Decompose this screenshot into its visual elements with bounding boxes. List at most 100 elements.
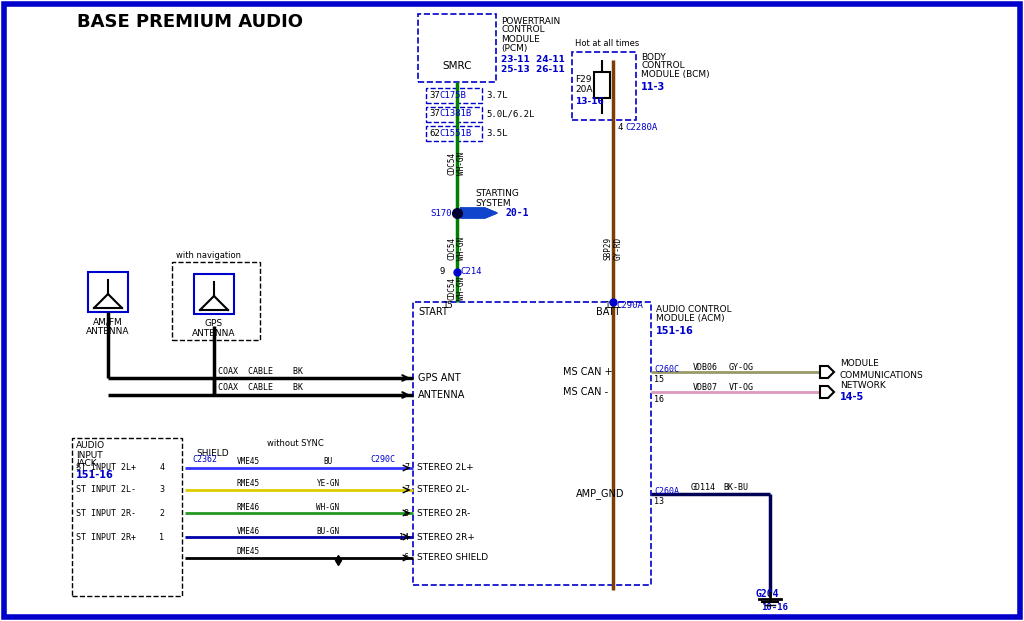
Text: STEREO SHIELD: STEREO SHIELD xyxy=(417,553,488,563)
Text: BU: BU xyxy=(324,458,333,466)
Bar xyxy=(194,274,234,314)
Text: SHIELD: SHIELD xyxy=(197,448,229,458)
Text: 3: 3 xyxy=(160,486,165,494)
Text: 9: 9 xyxy=(439,268,445,276)
Text: with navigation: with navigation xyxy=(176,250,241,260)
Text: C2362: C2362 xyxy=(193,455,217,465)
Text: 3.7L: 3.7L xyxy=(486,91,508,99)
Text: 151-16: 151-16 xyxy=(76,470,114,480)
Text: START: START xyxy=(418,307,447,317)
Text: COMMUNICATIONS: COMMUNICATIONS xyxy=(840,371,924,379)
Text: SBP29: SBP29 xyxy=(603,237,612,260)
Text: 15: 15 xyxy=(443,301,454,309)
Bar xyxy=(426,88,482,103)
Text: 20-1: 20-1 xyxy=(505,208,528,218)
Text: 3.5L: 3.5L xyxy=(486,129,508,137)
Text: DME45: DME45 xyxy=(237,548,259,556)
Text: SMRC: SMRC xyxy=(442,61,472,71)
Text: F29: F29 xyxy=(575,76,592,84)
Text: RME46: RME46 xyxy=(237,502,259,512)
Text: RME45: RME45 xyxy=(237,479,259,489)
Text: VT-OG: VT-OG xyxy=(729,383,754,391)
Bar xyxy=(572,52,636,120)
Text: 23-11  24-11: 23-11 24-11 xyxy=(501,55,565,63)
Text: CDC54: CDC54 xyxy=(447,276,457,299)
Bar xyxy=(426,126,482,141)
Text: C2280A: C2280A xyxy=(625,124,657,132)
Text: 5.0L/6.2L: 5.0L/6.2L xyxy=(486,109,535,119)
Text: AMP_GND: AMP_GND xyxy=(575,489,625,499)
Text: SYSTEM: SYSTEM xyxy=(475,199,511,207)
Text: VME46: VME46 xyxy=(237,527,259,535)
Text: C260A: C260A xyxy=(654,486,679,496)
Text: C214: C214 xyxy=(460,268,481,276)
Text: 14-5: 14-5 xyxy=(840,392,864,402)
Text: C175B: C175B xyxy=(439,91,466,99)
Text: WH-GN: WH-GN xyxy=(458,152,467,175)
Text: AUDIO: AUDIO xyxy=(76,442,105,450)
Text: S170: S170 xyxy=(430,209,452,217)
Text: MS CAN +: MS CAN + xyxy=(563,367,612,377)
Text: 2: 2 xyxy=(160,509,165,517)
Text: C290C: C290C xyxy=(370,455,395,465)
Text: ANTENNA: ANTENNA xyxy=(86,327,130,335)
Text: ST INPUT 2L+: ST INPUT 2L+ xyxy=(76,463,136,473)
Text: INPUT: INPUT xyxy=(76,450,102,460)
Text: 37: 37 xyxy=(429,109,439,119)
Text: MODULE: MODULE xyxy=(840,360,879,368)
Text: 37: 37 xyxy=(429,91,439,99)
Text: ANTENNA: ANTENNA xyxy=(193,329,236,337)
Text: 62: 62 xyxy=(429,129,439,137)
Text: WH-GN: WH-GN xyxy=(458,237,467,260)
Text: C1551B: C1551B xyxy=(439,129,471,137)
Text: G204: G204 xyxy=(755,589,778,599)
Text: 13: 13 xyxy=(654,497,664,505)
Text: 25-13  26-11: 25-13 26-11 xyxy=(501,65,565,75)
Text: ST INPUT 2R-: ST INPUT 2R- xyxy=(76,509,136,517)
Text: 7: 7 xyxy=(404,486,409,494)
Text: 6: 6 xyxy=(404,553,409,563)
Text: YE-GN: YE-GN xyxy=(316,479,340,489)
Text: CDC54: CDC54 xyxy=(447,237,457,260)
Text: VDB07: VDB07 xyxy=(693,383,718,391)
Text: 14: 14 xyxy=(399,532,409,542)
Text: BU-GN: BU-GN xyxy=(316,527,340,535)
Text: 151-16: 151-16 xyxy=(656,326,693,336)
Text: STEREO 2R-: STEREO 2R- xyxy=(417,509,470,517)
Text: WH-GN: WH-GN xyxy=(316,502,340,512)
Text: CONTROL: CONTROL xyxy=(501,25,545,35)
Text: AUDIO CONTROL: AUDIO CONTROL xyxy=(656,304,731,314)
Text: GD114: GD114 xyxy=(691,484,716,492)
Text: GPS: GPS xyxy=(205,319,223,329)
Text: MODULE: MODULE xyxy=(501,35,540,43)
Polygon shape xyxy=(461,208,497,218)
Text: MODULE (ACM): MODULE (ACM) xyxy=(656,314,725,324)
Text: WH-GN: WH-GN xyxy=(458,276,467,299)
Text: VME45: VME45 xyxy=(237,458,259,466)
Text: 8: 8 xyxy=(404,509,409,517)
Bar xyxy=(418,14,496,82)
Text: C290A: C290A xyxy=(616,301,643,309)
Bar xyxy=(413,302,651,585)
Text: POWERTRAIN: POWERTRAIN xyxy=(501,17,560,25)
Text: GPS ANT: GPS ANT xyxy=(418,373,461,383)
Text: AM/FM: AM/FM xyxy=(93,317,123,327)
Text: BASE PREMIUM AUDIO: BASE PREMIUM AUDIO xyxy=(77,13,303,31)
Text: 16: 16 xyxy=(654,394,664,404)
Bar xyxy=(426,107,482,122)
Text: NETWORK: NETWORK xyxy=(840,381,886,389)
Text: Hot at all times: Hot at all times xyxy=(575,40,639,48)
Text: BK-BU: BK-BU xyxy=(723,484,748,492)
Text: VDB06: VDB06 xyxy=(693,363,718,371)
Text: STEREO 2L+: STEREO 2L+ xyxy=(417,463,474,473)
Text: ANTENNA: ANTENNA xyxy=(418,390,465,400)
Bar xyxy=(72,438,182,596)
Text: ST INPUT 2L-: ST INPUT 2L- xyxy=(76,486,136,494)
Text: GY-OG: GY-OG xyxy=(729,363,754,371)
Text: COAX  CABLE    BK: COAX CABLE BK xyxy=(217,366,302,376)
Text: STEREO 2R+: STEREO 2R+ xyxy=(417,532,475,542)
Text: C1381B: C1381B xyxy=(439,109,471,119)
Text: JACK: JACK xyxy=(76,460,96,468)
Text: (PCM): (PCM) xyxy=(501,43,527,53)
Text: 1: 1 xyxy=(160,532,165,542)
